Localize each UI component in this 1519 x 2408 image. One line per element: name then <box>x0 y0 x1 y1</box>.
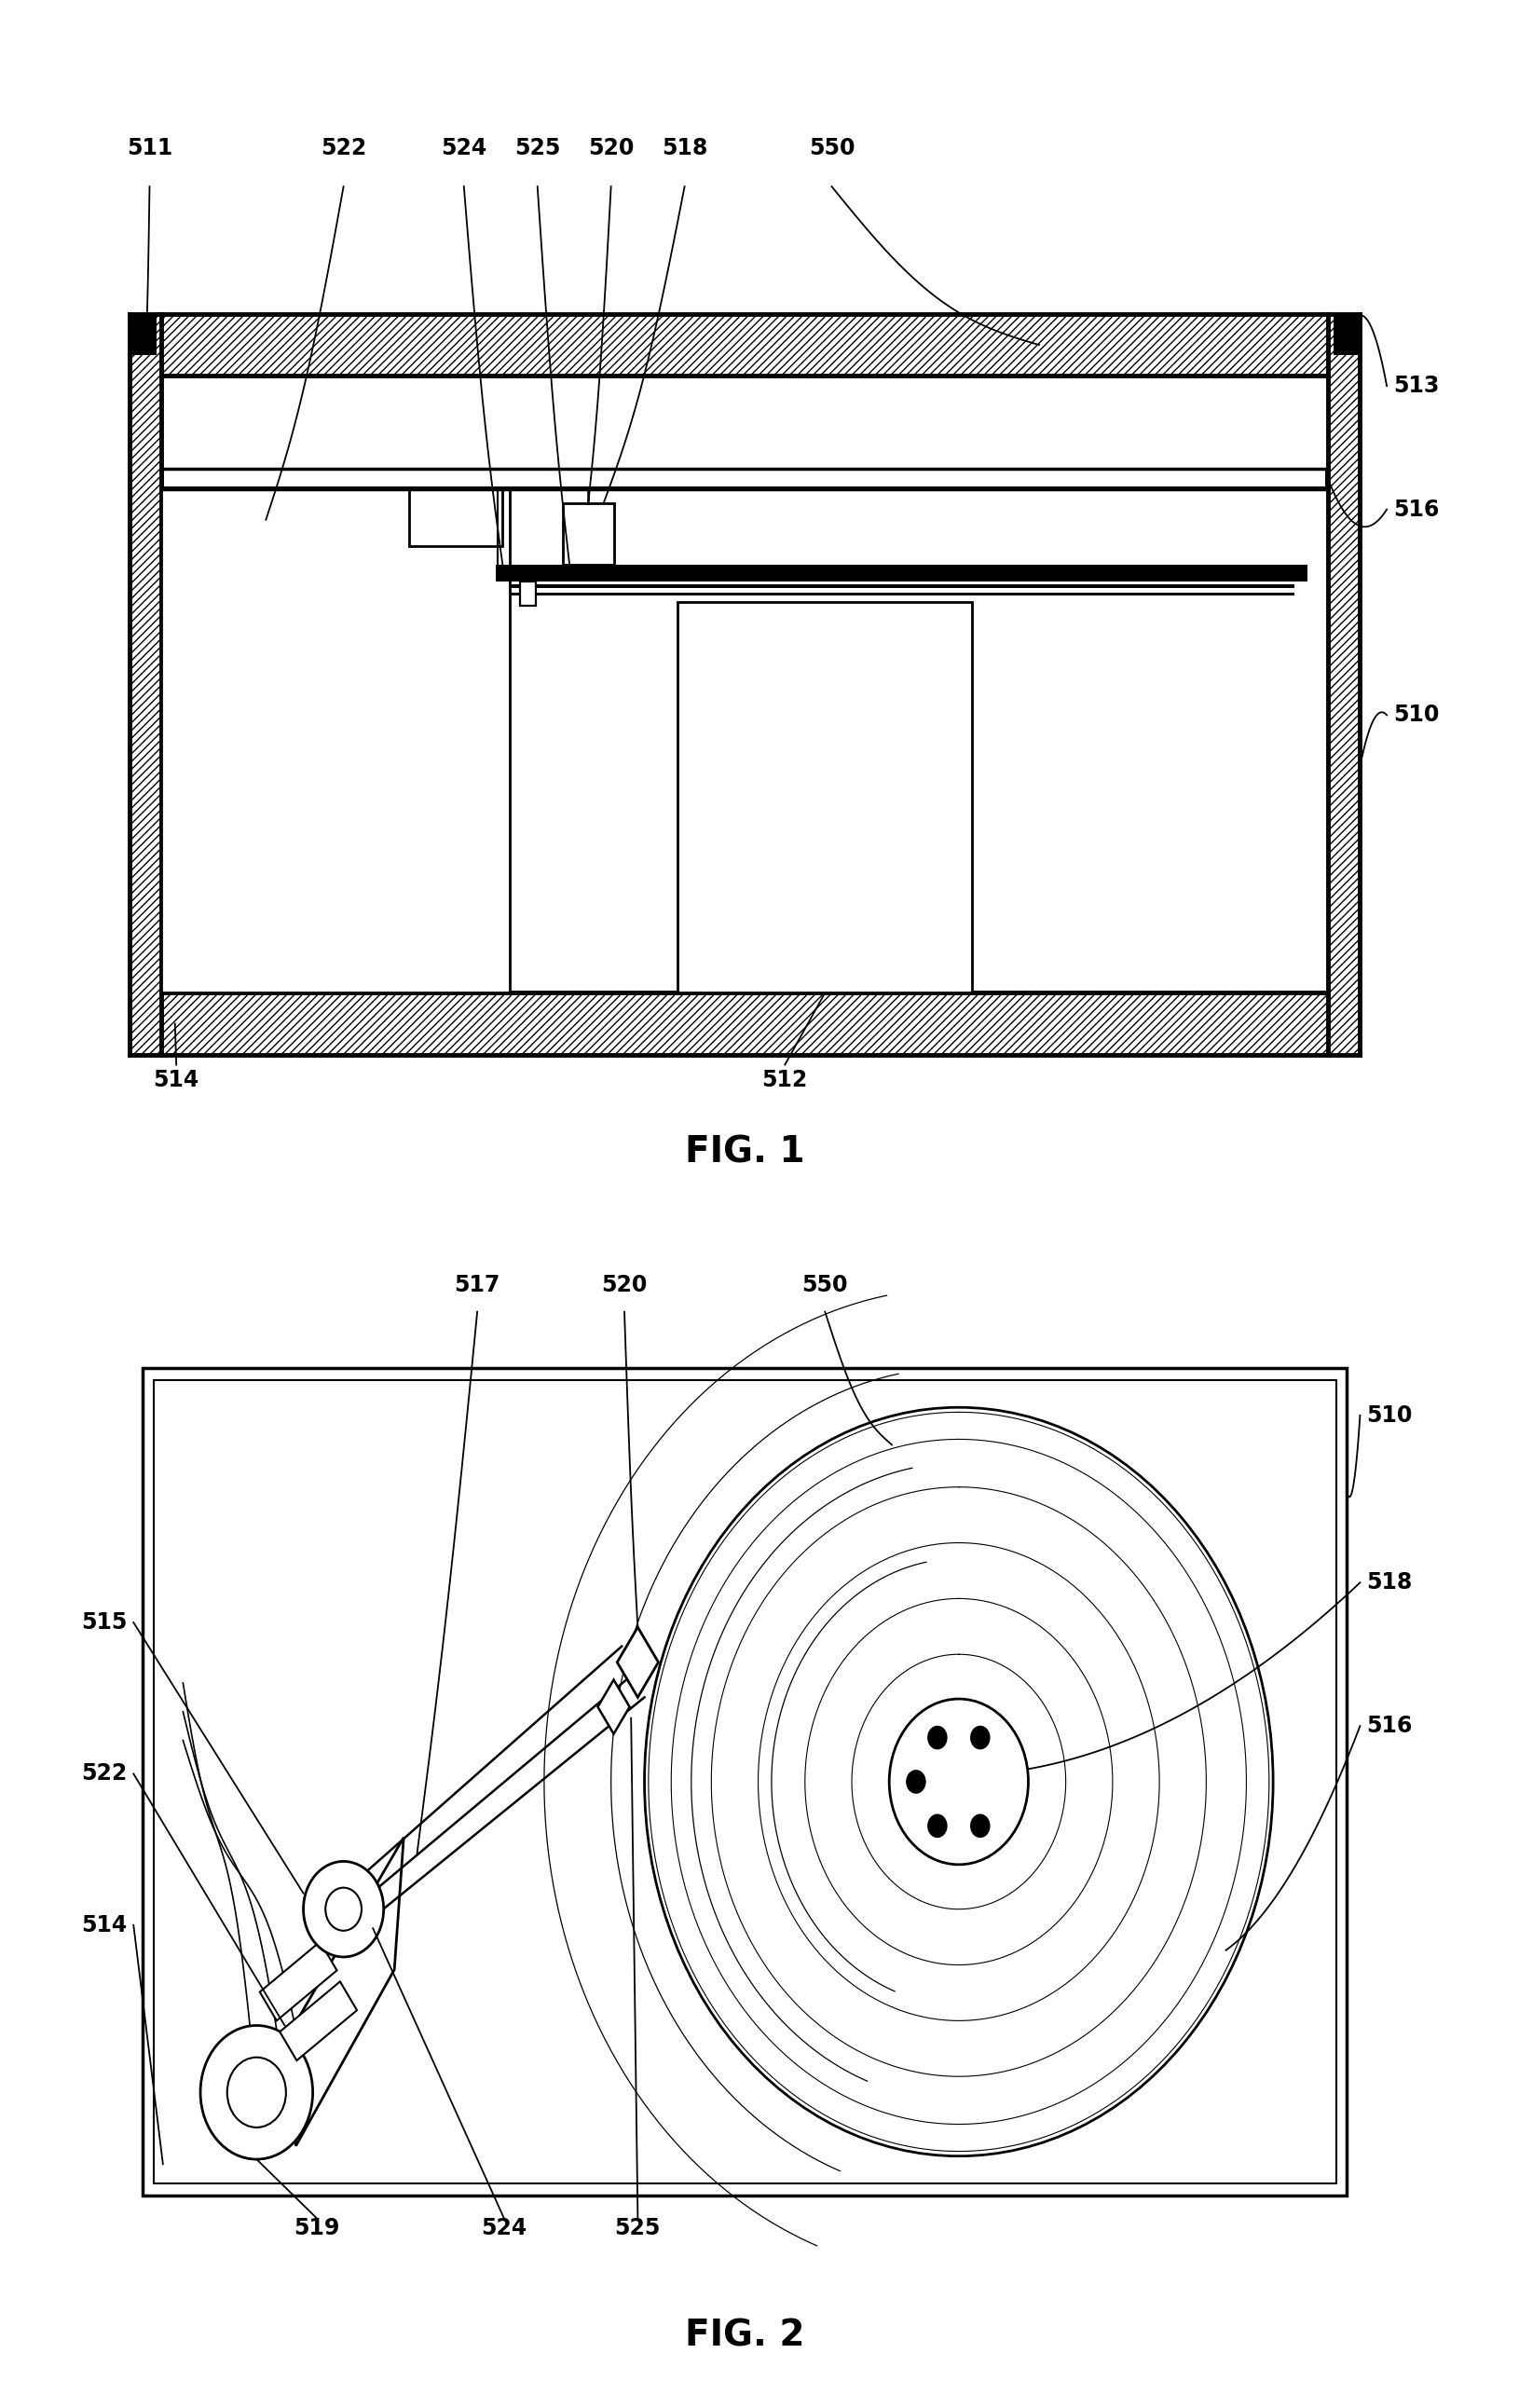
Text: 517: 517 <box>454 1274 500 1296</box>
Text: 513: 513 <box>1393 376 1438 397</box>
Bar <box>519 580 536 607</box>
Polygon shape <box>597 1681 629 1734</box>
Text: 522: 522 <box>81 1763 126 1784</box>
Bar <box>409 489 503 547</box>
Bar <box>161 467 1328 489</box>
Text: 520: 520 <box>588 137 633 159</box>
Circle shape <box>325 1888 362 1931</box>
Circle shape <box>969 1727 989 1751</box>
Bar <box>677 602 972 992</box>
Text: 518: 518 <box>1366 1572 1411 1594</box>
Text: 550: 550 <box>808 137 854 159</box>
Text: 519: 519 <box>293 2215 340 2239</box>
Text: 550: 550 <box>802 1274 848 1296</box>
Text: 522: 522 <box>321 137 366 159</box>
Circle shape <box>927 1727 946 1751</box>
Text: 511: 511 <box>126 137 172 159</box>
Bar <box>495 566 1306 580</box>
Polygon shape <box>279 1982 357 2061</box>
Polygon shape <box>290 1837 404 2146</box>
Bar <box>129 313 156 354</box>
Bar <box>509 592 1294 595</box>
Circle shape <box>644 1406 1273 2155</box>
Bar <box>161 489 509 992</box>
Circle shape <box>226 2056 286 2126</box>
Text: 514: 514 <box>153 1069 199 1091</box>
Circle shape <box>201 2025 313 2160</box>
Text: 510: 510 <box>1366 1404 1411 1426</box>
Bar <box>562 503 614 566</box>
Bar <box>1332 313 1360 354</box>
Bar <box>143 1368 1346 2196</box>
Polygon shape <box>617 1628 658 1698</box>
Circle shape <box>889 1700 1028 1864</box>
Bar <box>129 313 1360 376</box>
Text: 514: 514 <box>81 1914 126 1936</box>
Text: 512: 512 <box>761 1069 807 1091</box>
Bar <box>1328 313 1360 1055</box>
Bar <box>129 313 161 1055</box>
Bar <box>129 992 1360 1055</box>
Text: 525: 525 <box>513 137 561 159</box>
Circle shape <box>304 1861 383 1958</box>
Text: 516: 516 <box>1366 1714 1411 1736</box>
Circle shape <box>969 1813 989 1837</box>
Text: FIG. 1: FIG. 1 <box>685 1134 804 1170</box>
Text: 520: 520 <box>602 1274 647 1296</box>
Text: 515: 515 <box>81 1611 126 1633</box>
Text: 524: 524 <box>441 137 486 159</box>
Bar <box>153 1380 1335 2184</box>
Circle shape <box>905 1770 925 1794</box>
Text: FIG. 2: FIG. 2 <box>685 2319 804 2353</box>
Text: 525: 525 <box>614 2215 661 2239</box>
Bar <box>509 585 1294 588</box>
Polygon shape <box>260 1941 337 2020</box>
Circle shape <box>927 1813 946 1837</box>
Bar <box>164 470 1325 486</box>
Text: 518: 518 <box>661 137 708 159</box>
Text: 516: 516 <box>1393 498 1438 520</box>
Text: 510: 510 <box>1393 703 1438 727</box>
Text: 524: 524 <box>482 2215 527 2239</box>
